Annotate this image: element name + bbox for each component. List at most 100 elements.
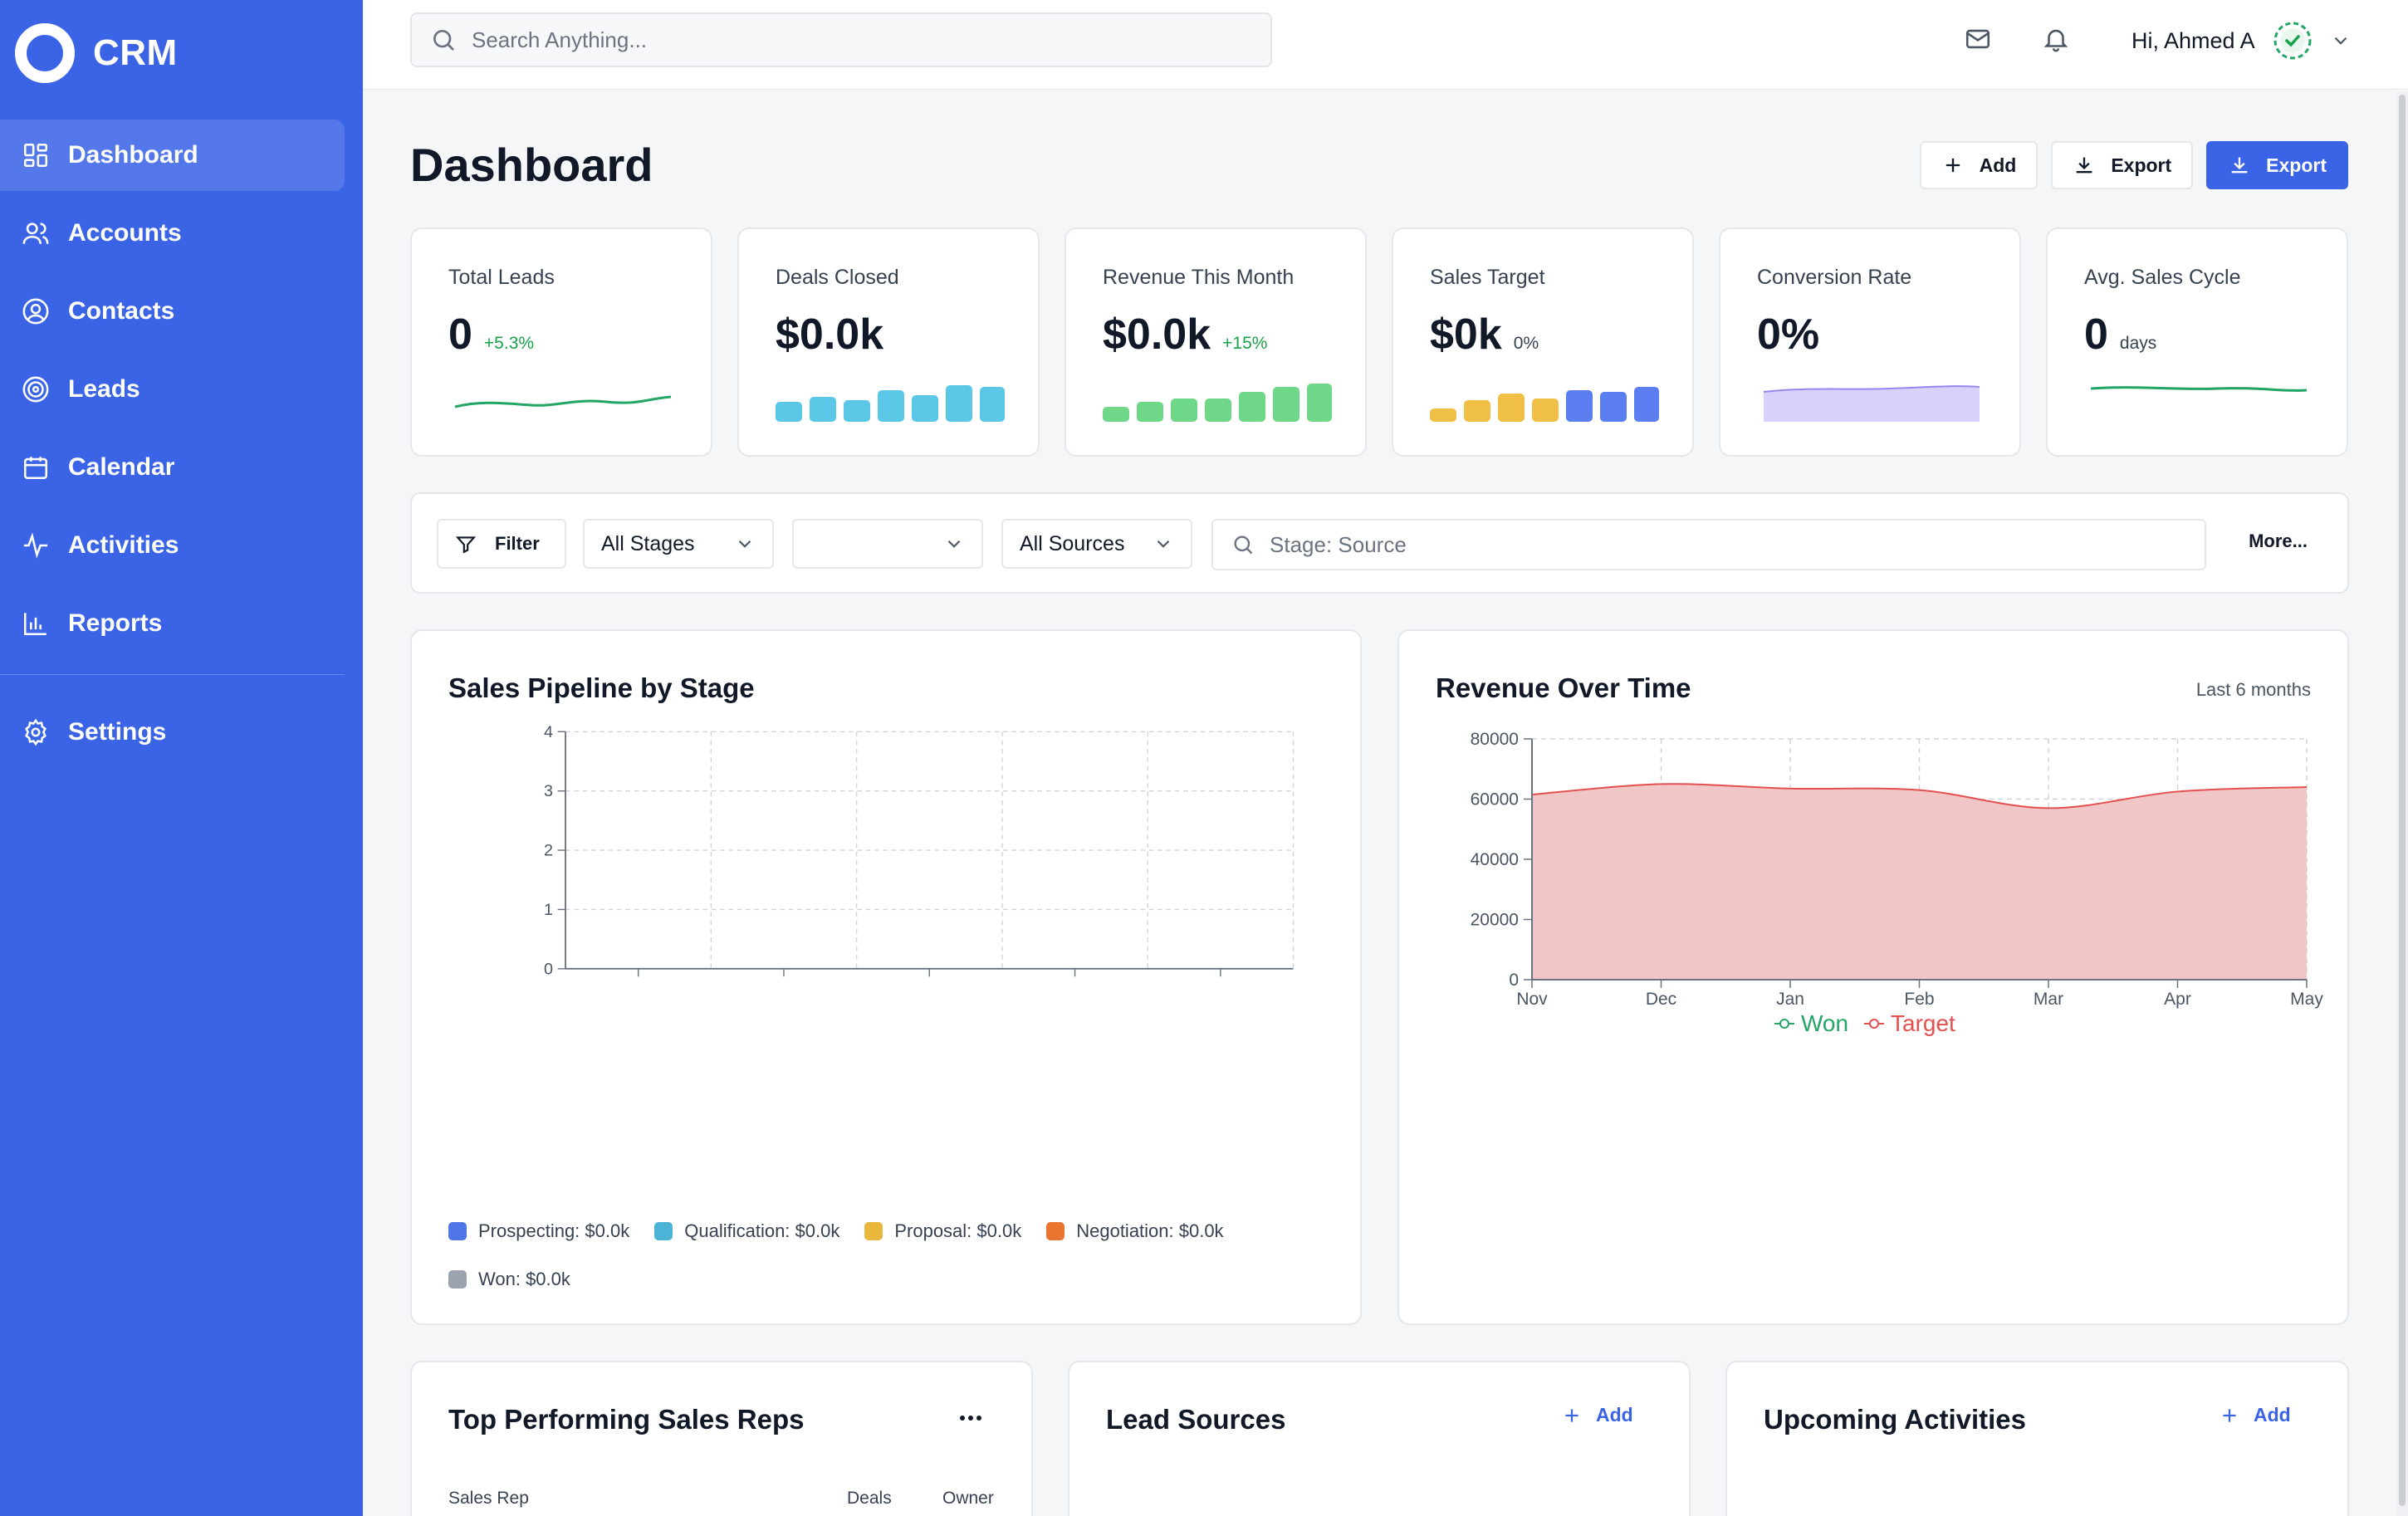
legend-swatch — [448, 1222, 467, 1240]
revenue-period: Last 6 months — [2195, 679, 2311, 700]
search-icon — [1234, 535, 1253, 555]
y-tick-label: 2 — [544, 842, 553, 860]
more-filters-link[interactable]: More... — [2249, 531, 2308, 551]
brand-name: CRM — [93, 32, 178, 73]
filter-search-input[interactable] — [1270, 531, 2183, 558]
stat-card-conversion-rate[interactable]: Conversion Rate 0% — [1719, 227, 2021, 457]
scrollbar-thumb[interactable] — [2399, 95, 2406, 1506]
sidebar-item-label: Leads — [68, 375, 140, 403]
sparkbars — [1430, 387, 1659, 422]
export-primary-button-label: Export — [2266, 154, 2327, 176]
brand[interactable]: CRM — [15, 23, 178, 83]
legend-item[interactable]: Qualification: $0.0k — [654, 1220, 839, 1242]
stat-value: 0 — [2084, 311, 2108, 359]
sidebar-item-contacts[interactable]: Contacts — [0, 276, 345, 347]
stat-sub: 0% — [1513, 334, 1539, 353]
revenue-chart: 0 20000 40000 60000 80000 Nov Dec Jan Feb Mar Apr M… — [1471, 730, 2324, 1036]
sidebar-item-label: Settings — [68, 718, 167, 746]
stat-card-deals-closed[interactable]: Deals Closed $0.0k — [737, 227, 1040, 457]
y-tick-label: 1 — [544, 901, 553, 919]
sparkbars — [1103, 384, 1332, 422]
stat-value: $0k — [1430, 311, 1502, 359]
stat-card-revenue-this-month[interactable]: Revenue This Month $0.0k +15% — [1065, 227, 1367, 457]
calendar-icon — [23, 457, 48, 480]
more-options-icon[interactable] — [958, 1412, 983, 1424]
stat-card-avg-sales-cycle[interactable]: Avg. Sales Cycle 0 days — [2046, 227, 2348, 457]
sidebar-item-label: Activities — [68, 531, 179, 559]
search-input[interactable] — [472, 27, 1219, 53]
legend-marker — [1779, 1019, 1789, 1029]
legend-item[interactable]: Prospecting: $0.0k — [448, 1220, 629, 1242]
export-primary-button[interactable]: Export — [2206, 141, 2348, 189]
x-tick-label: Dec — [1646, 990, 1676, 1009]
lead-sources-add-button[interactable]: Add — [1561, 1404, 1633, 1426]
sidebar-item-accounts[interactable]: Accounts — [0, 198, 345, 269]
legend-item-target[interactable]: Target — [1864, 1010, 1955, 1036]
stat-card-sales-target[interactable]: Sales Target $0k 0% — [1392, 227, 1694, 457]
pipeline-chart: 0 1 2 3 4 Prospecting Qualification Proposal Neg… — [544, 723, 1295, 980]
upcoming-activities-title: Upcoming Activities — [1764, 1404, 2026, 1435]
x-tick-label: Nov — [1516, 990, 1548, 1009]
source-select[interactable]: All Sources — [1001, 519, 1192, 569]
legend-item-won[interactable]: Won — [1774, 1010, 1848, 1036]
sparkline — [2090, 386, 2308, 392]
download-icon — [2076, 157, 2092, 174]
y-tick-label: 3 — [544, 782, 553, 800]
legend-item[interactable]: Negotiation: $0.0k — [1046, 1220, 1224, 1242]
secondary-select[interactable] — [792, 519, 983, 569]
legend-item[interactable]: Proposal: $0.0k — [864, 1220, 1021, 1242]
sidebar-item-label: Reports — [68, 609, 163, 637]
add-button[interactable]: Add — [1919, 141, 2038, 189]
filter-search[interactable] — [1211, 519, 2206, 570]
stat-label: Conversion Rate — [1757, 266, 1912, 289]
stat-delta: +15% — [1222, 334, 1268, 353]
mail-icon[interactable] — [1964, 25, 1992, 53]
top-reps-card: Top Performing Sales Reps Sales Rep Deal… — [410, 1361, 1033, 1516]
column-header-sales-rep[interactable]: Sales Rep — [448, 1489, 529, 1508]
sidebar: CRM Dashboard Accounts Contacts Leads Ca… — [0, 0, 363, 1516]
x-tick-label: Proposal — [897, 978, 962, 980]
chevron-down-icon — [738, 540, 751, 548]
sidebar-item-calendar[interactable]: Calendar — [0, 432, 345, 503]
sidebar-item-label: Calendar — [68, 453, 175, 481]
sidebar-item-dashboard[interactable]: Dashboard — [0, 120, 345, 191]
search-icon — [433, 30, 454, 51]
legend-label: Proposal: $0.0k — [894, 1220, 1022, 1241]
stage-select[interactable]: All Stages — [583, 519, 774, 569]
brand-logo — [15, 23, 75, 83]
stat-label: Sales Target — [1430, 266, 1545, 289]
user-menu[interactable]: Hi, Ahmed A — [2131, 20, 2352, 61]
activity-icon — [23, 532, 48, 559]
export-button[interactable]: Export — [2051, 141, 2194, 189]
stat-value: $0.0k — [1103, 311, 1211, 359]
top-reps-title: Top Performing Sales Reps — [448, 1404, 805, 1435]
activities-add-button[interactable]: Add — [2219, 1404, 2291, 1426]
upcoming-activities-card: Upcoming Activities Add — [1725, 1361, 2349, 1516]
stat-card-total-leads[interactable]: Total Leads 0 +5.3% — [410, 227, 712, 457]
series-area-target — [1532, 784, 2307, 980]
global-search[interactable] — [410, 12, 1272, 67]
page-scrollbar[interactable] — [2396, 91, 2408, 1516]
bell-icon[interactable] — [2042, 25, 2070, 53]
bar-chart-icon — [23, 613, 46, 636]
sidebar-item-reports[interactable]: Reports — [0, 588, 345, 659]
column-header-owner[interactable]: Owner — [942, 1489, 994, 1508]
stage-select-value: All Stages — [601, 531, 695, 555]
page-title: Dashboard — [410, 139, 653, 191]
filter-button[interactable]: Filter — [437, 519, 566, 569]
sidebar-divider — [0, 674, 345, 675]
sidebar-nav: Dashboard Accounts Contacts Leads Calend… — [0, 120, 363, 775]
stat-label: Revenue This Month — [1103, 266, 1295, 289]
sidebar-item-activities[interactable]: Activities — [0, 510, 345, 581]
revenue-card: Revenue Over Time Last 6 months 0 20000 40… — [1397, 629, 2349, 1325]
plus-icon — [1945, 158, 1960, 173]
column-header-deals[interactable]: Deals — [847, 1489, 892, 1508]
legend-swatch — [448, 1270, 467, 1289]
stat-value: 0 — [448, 311, 472, 359]
legend-item[interactable]: Won: $0.0k — [448, 1269, 1320, 1290]
x-tick-label: Jan — [1776, 990, 1804, 1009]
sidebar-item-settings[interactable]: Settings — [0, 697, 345, 768]
x-tick-label: Feb — [1904, 990, 1934, 1009]
sidebar-item-leads[interactable]: Leads — [0, 354, 345, 425]
y-tick-label: 80000 — [1471, 730, 1519, 749]
